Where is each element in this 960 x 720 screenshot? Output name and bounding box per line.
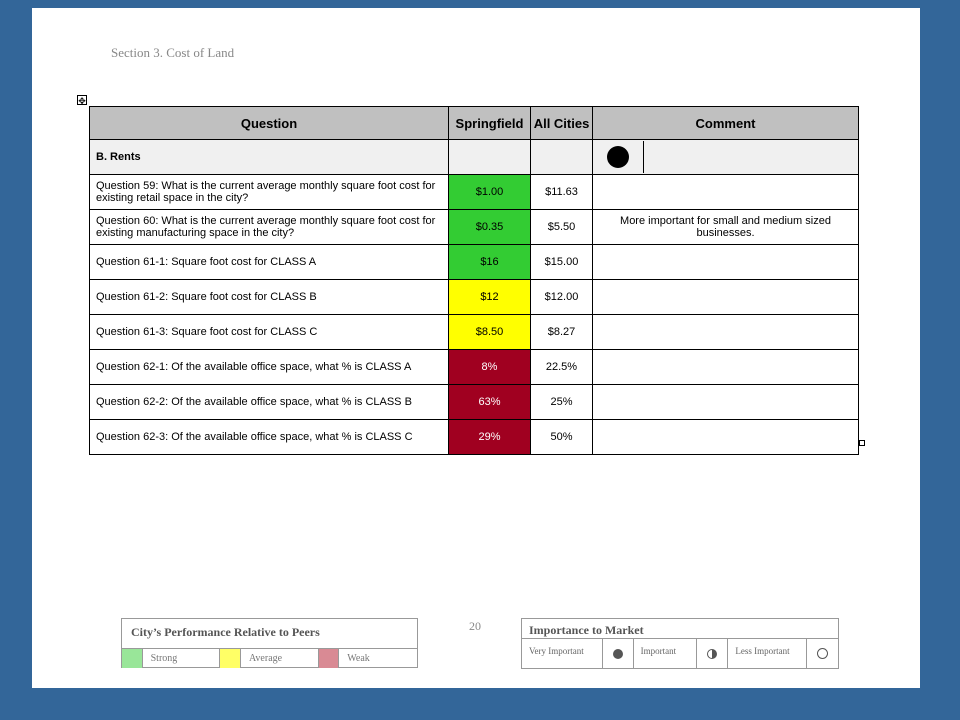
- all-cities-cell: $5.50: [530, 209, 593, 245]
- header-springfield: Springfield: [448, 106, 531, 140]
- very-important-icon: [607, 146, 629, 168]
- springfield-cell: $0.35: [448, 209, 531, 245]
- section-row: B. Rents: [89, 139, 859, 175]
- comment-cell: [592, 244, 859, 280]
- page-number: 20: [469, 619, 481, 633]
- header-question: Question: [89, 106, 449, 140]
- comment-cell: [592, 174, 859, 210]
- all-cities-cell: $8.27: [530, 314, 593, 350]
- table-row: Question 62-1: Of the available office s…: [89, 349, 859, 385]
- all-cities-cell: $15.00: [530, 244, 593, 280]
- question-cell: Question 62-3: Of the available office s…: [89, 419, 449, 455]
- question-cell: Question 61-3: Square foot cost for CLAS…: [89, 314, 449, 350]
- springfield-cell: 8%: [448, 349, 531, 385]
- table-row: Question 61-3: Square foot cost for CLAS…: [89, 314, 859, 350]
- springfield-cell: $1.00: [448, 174, 531, 210]
- question-cell: Question 60: What is the current average…: [89, 209, 449, 245]
- strong-label: Strong: [143, 649, 221, 668]
- section-title: Section 3. Cost of Land: [111, 45, 235, 60]
- table-resize-handle[interactable]: [859, 440, 865, 446]
- average-label: Average: [241, 649, 319, 668]
- table-row: Question 61-1: Square foot cost for CLAS…: [89, 244, 859, 280]
- comment-cell: [592, 279, 859, 315]
- table-row: Question 59: What is the current average…: [89, 174, 859, 210]
- section-label: B. Rents: [89, 139, 449, 175]
- header-all-cities: All Cities: [530, 106, 593, 140]
- table-row: Question 62-2: Of the available office s…: [89, 384, 859, 420]
- rents-table: Question Springfield All Cities Comment …: [89, 106, 859, 455]
- all-cities-cell: 50%: [530, 419, 593, 455]
- all-cities-cell: 25%: [530, 384, 593, 420]
- question-cell: Question 62-2: Of the available office s…: [89, 384, 449, 420]
- springfield-cell: $8.50: [448, 314, 531, 350]
- comment-cell: [592, 349, 859, 385]
- table-row: Question 61-2: Square foot cost for CLAS…: [89, 279, 859, 315]
- performance-legend-title: City’s Performance Relative to Peers: [122, 619, 417, 649]
- section-importance-cell: [592, 139, 859, 175]
- table-move-handle-icon[interactable]: ✥: [77, 95, 87, 106]
- weak-label: Weak: [347, 653, 370, 664]
- very-important-label: Very Important: [522, 639, 603, 668]
- less-important-label: Less Important: [728, 639, 808, 668]
- section-springfield-cell: [448, 139, 531, 175]
- all-cities-cell: $12.00: [530, 279, 593, 315]
- importance-legend-title: Importance to Market: [522, 619, 838, 639]
- document-page: Section 3. Cost of Land ✥ Question Sprin…: [32, 8, 920, 688]
- springfield-cell: 63%: [448, 384, 531, 420]
- weak-swatch: [318, 649, 340, 668]
- comment-cell: [592, 419, 859, 455]
- strong-swatch: [122, 649, 143, 668]
- all-cities-cell: $11.63: [530, 174, 593, 210]
- question-cell: Question 61-1: Square foot cost for CLAS…: [89, 244, 449, 280]
- average-swatch: [220, 649, 241, 668]
- table-row: Question 62-3: Of the available office s…: [89, 419, 859, 455]
- very-important-icon: [603, 639, 634, 668]
- question-cell: Question 62-1: Of the available office s…: [89, 349, 449, 385]
- springfield-cell: 29%: [448, 419, 531, 455]
- table-row: Question 60: What is the current average…: [89, 209, 859, 245]
- important-label: Important: [634, 639, 698, 668]
- comment-cell: [592, 384, 859, 420]
- table-header-row: Question Springfield All Cities Comment: [89, 106, 859, 140]
- important-icon: [697, 639, 729, 668]
- springfield-cell: $12: [448, 279, 531, 315]
- question-cell: Question 59: What is the current average…: [89, 174, 449, 210]
- question-cell: Question 61-2: Square foot cost for CLAS…: [89, 279, 449, 315]
- all-cities-cell: 22.5%: [530, 349, 593, 385]
- comment-cell: [592, 314, 859, 350]
- section-all-cities-cell: [530, 139, 593, 175]
- less-important-icon: [807, 639, 838, 668]
- header-comment: Comment: [592, 106, 859, 140]
- importance-legend: Importance to Market Very Important Impo…: [521, 618, 839, 669]
- performance-legend: City’s Performance Relative to Peers Str…: [121, 618, 418, 668]
- comment-cell: More important for small and medium size…: [592, 209, 859, 245]
- springfield-cell: $16: [448, 244, 531, 280]
